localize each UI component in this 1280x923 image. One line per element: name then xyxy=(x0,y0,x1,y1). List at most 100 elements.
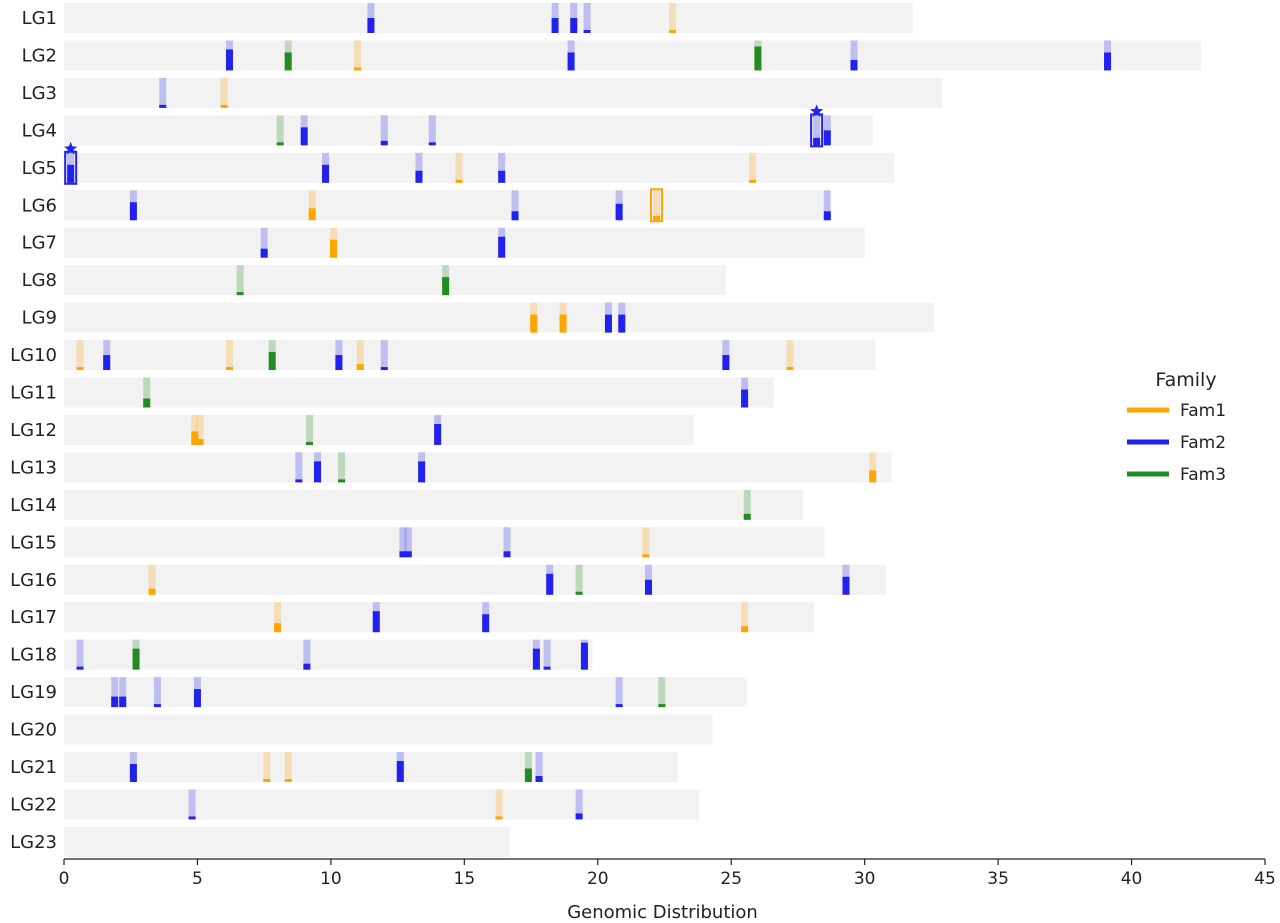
gene-marker-fill xyxy=(153,704,161,708)
chromosome-label-lg10: LG10 xyxy=(10,345,57,366)
gene-marker-fill xyxy=(148,588,156,595)
chromosome-label-lg19: LG19 xyxy=(10,682,57,703)
gene-marker-fill xyxy=(225,49,233,71)
chromosome-label-lg9: LG9 xyxy=(22,308,57,329)
gene-marker-lg19-4 xyxy=(193,677,201,708)
gene-marker-lg18-4 xyxy=(532,639,540,670)
gene-marker-lg13-2 xyxy=(314,452,322,483)
gene-marker-track xyxy=(276,115,284,146)
gene-marker-fill xyxy=(236,292,244,296)
gene-marker-fill xyxy=(604,314,612,333)
gene-marker-lg16-2 xyxy=(546,564,554,595)
gene-marker-fill xyxy=(191,431,199,445)
legend-label: Fam3 xyxy=(1180,465,1226,485)
gene-marker-fill xyxy=(396,761,404,782)
gene-marker-fill xyxy=(399,551,407,558)
gene-marker-fill xyxy=(284,779,292,782)
gene-marker-fill xyxy=(498,236,506,258)
gene-marker-track xyxy=(404,527,412,558)
gene-marker-track xyxy=(303,639,311,670)
gene-marker-lg6-3 xyxy=(511,190,519,221)
gene-marker-lg18-5 xyxy=(543,639,551,670)
gene-marker-lg1-3 xyxy=(570,3,578,33)
legend-items: Fam1 Fam2 Fam3 xyxy=(1127,401,1226,485)
gene-marker-lg13-3 xyxy=(338,452,346,483)
gene-marker-fill xyxy=(615,203,623,221)
gene-marker-lg5-3 xyxy=(415,152,423,183)
chromosome-bar-lg1 xyxy=(64,3,913,33)
gene-marker-track xyxy=(295,452,303,483)
gene-marker-fill xyxy=(308,208,316,221)
chromosome-bar-lg18 xyxy=(64,639,593,670)
x-tick-label: 30 xyxy=(854,869,876,889)
gene-marker-lg6-2 xyxy=(308,190,316,221)
gene-marker-track xyxy=(306,414,314,445)
x-tick-label: 0 xyxy=(59,869,70,889)
gene-marker-lg6-1 xyxy=(129,190,137,221)
x-axis-ticks: 0 5 10 15 20 25 30 35 40 45 xyxy=(59,859,1276,889)
gene-marker-track xyxy=(196,414,204,445)
gene-marker-lg10-1 xyxy=(76,340,84,371)
gene-marker-track xyxy=(119,677,127,708)
gene-marker-lg14-1 xyxy=(743,489,751,520)
gene-marker-lg22-3 xyxy=(575,789,583,820)
gene-marker-lg8-2 xyxy=(442,265,450,296)
gene-marker-fill xyxy=(575,591,583,595)
gene-marker-lg1-2 xyxy=(551,3,559,33)
chromosome-label-lg21: LG21 xyxy=(10,757,57,778)
gene-marker-fill xyxy=(300,127,308,146)
gene-marker-track xyxy=(284,752,292,782)
chromosome-bar-lg19 xyxy=(64,677,748,708)
gene-marker-lg16-1 xyxy=(148,564,156,595)
chromosome-bar-lg12 xyxy=(64,414,694,445)
gene-marker-lg9-3 xyxy=(604,302,612,333)
gene-marker-fill xyxy=(570,18,578,33)
chromosome-bar-lg10 xyxy=(64,340,876,371)
gene-marker-fill xyxy=(356,364,364,371)
gene-marker-lg9-1 xyxy=(530,302,538,333)
gene-marker-track xyxy=(615,677,623,708)
gene-marker-lg4-1 xyxy=(276,115,284,146)
gene-marker-lg13-4 xyxy=(418,452,426,483)
gene-marker-lg15-4 xyxy=(642,527,650,558)
gene-marker-track xyxy=(543,639,551,670)
gene-marker-lg4-5 xyxy=(809,104,824,148)
gene-marker-fill xyxy=(225,367,233,371)
gene-marker-lg5-6 xyxy=(749,152,757,183)
chromosome-bar-lg7 xyxy=(64,227,865,258)
gene-marker-fill xyxy=(415,170,423,183)
chromosome-labels: LG1 LG2 LG3 LG4 LG5 LG6 LG7 LG8 LG9 LG10 LG11 LG12 L… xyxy=(10,8,57,853)
chromosome-bar-lg16 xyxy=(64,564,887,595)
legend-label: Fam2 xyxy=(1180,433,1226,453)
gene-marker-fill xyxy=(482,614,490,633)
gene-marker-lg12-3 xyxy=(306,414,314,445)
gene-marker-lg5-4 xyxy=(455,152,463,183)
gene-marker-fill xyxy=(1104,52,1112,71)
chromosome-label-lg17: LG17 xyxy=(10,607,57,628)
gene-marker-lg22-1 xyxy=(188,789,196,820)
gene-marker-lg2-3 xyxy=(354,40,362,71)
gene-marker-track xyxy=(111,677,119,708)
legend-title: Family xyxy=(1155,369,1216,391)
gene-marker-track xyxy=(148,564,156,595)
gene-marker-fill xyxy=(869,470,877,483)
chromosome-label-lg4: LG4 xyxy=(22,120,57,141)
gene-marker-fill xyxy=(276,142,284,146)
gene-marker-track xyxy=(524,752,532,782)
gene-marker-lg3-2 xyxy=(220,77,228,108)
chromosome-bar-lg3 xyxy=(64,77,943,108)
gene-marker-fill xyxy=(380,140,388,146)
legend: Family Fam1 Fam2 Fam3 xyxy=(1127,369,1226,485)
chromosome-bar-lg6 xyxy=(64,190,830,221)
gene-marker-lg16-4 xyxy=(644,564,652,595)
gene-marker-fill xyxy=(354,67,362,71)
gene-marker-lg17-3 xyxy=(482,602,490,633)
gene-marker-fill xyxy=(119,696,127,708)
gene-marker-track xyxy=(236,265,244,296)
x-tick-label: 25 xyxy=(720,869,742,889)
gene-marker-track xyxy=(338,452,346,483)
gene-marker-track xyxy=(191,414,199,445)
gene-marker-lg18-6 xyxy=(580,639,588,670)
gene-marker-track xyxy=(188,789,196,820)
gene-marker-lg4-3 xyxy=(380,115,388,146)
